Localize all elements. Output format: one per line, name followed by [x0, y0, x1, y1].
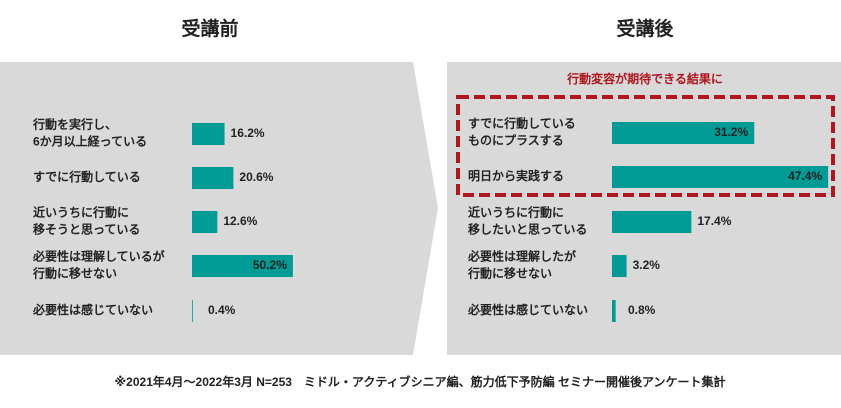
bar	[612, 166, 829, 188]
chart-title: 受講前	[181, 17, 238, 40]
category-label: 行動に移せない	[32, 266, 117, 281]
panel-before	[0, 62, 438, 355]
category-label: 必要性は理解したが	[467, 249, 576, 264]
category-label: 近いうちに行動に	[33, 205, 129, 220]
footnote: ※2021年4月～2022年3月 N=253 ミドル・アクティブシニア編、筋力低…	[115, 374, 726, 389]
category-label: 必要性は理解しているが	[32, 249, 165, 264]
category-label: 6か月以上経っている	[33, 134, 147, 149]
category-label: 行動を実行し、	[32, 117, 117, 132]
bar	[612, 122, 755, 144]
category-label: すでに行動している	[468, 116, 576, 131]
category-label: 移したいと思っている	[468, 222, 587, 237]
value-label: 0.8%	[628, 303, 656, 317]
value-label: 12.6%	[223, 214, 257, 228]
panel-after	[447, 62, 841, 355]
value-label: 31.2%	[714, 125, 748, 139]
category-label: 必要性は感じていない	[32, 302, 153, 317]
category-label: 近いうちに行動に	[468, 205, 564, 220]
category-label: 明日から実践する	[468, 168, 564, 183]
bar	[612, 255, 627, 277]
annotation: 行動変容が期待できる結果に	[566, 71, 723, 86]
category-label: ものにプラスする	[468, 133, 564, 148]
value-label: 3.2%	[633, 258, 661, 272]
bar	[192, 211, 218, 233]
bar	[192, 300, 193, 322]
value-label: 20.6%	[239, 170, 273, 184]
bar	[192, 167, 234, 189]
category-label: 行動に移せない	[467, 266, 552, 281]
bar	[192, 255, 293, 277]
category-label: 移そうと思っている	[33, 222, 140, 237]
bar	[612, 211, 692, 233]
value-label: 0.4%	[208, 303, 236, 317]
category-label: すでに行動している	[33, 169, 141, 184]
highlight-box	[456, 95, 835, 197]
bar	[612, 300, 616, 322]
value-label: 47.4%	[788, 169, 822, 183]
bar	[192, 123, 225, 145]
value-label: 16.2%	[231, 126, 265, 140]
category-label: 必要性は感じていない	[467, 302, 588, 317]
chart-title: 受講後	[616, 17, 674, 40]
value-label: 50.2%	[253, 258, 287, 272]
value-label: 17.4%	[697, 214, 731, 228]
